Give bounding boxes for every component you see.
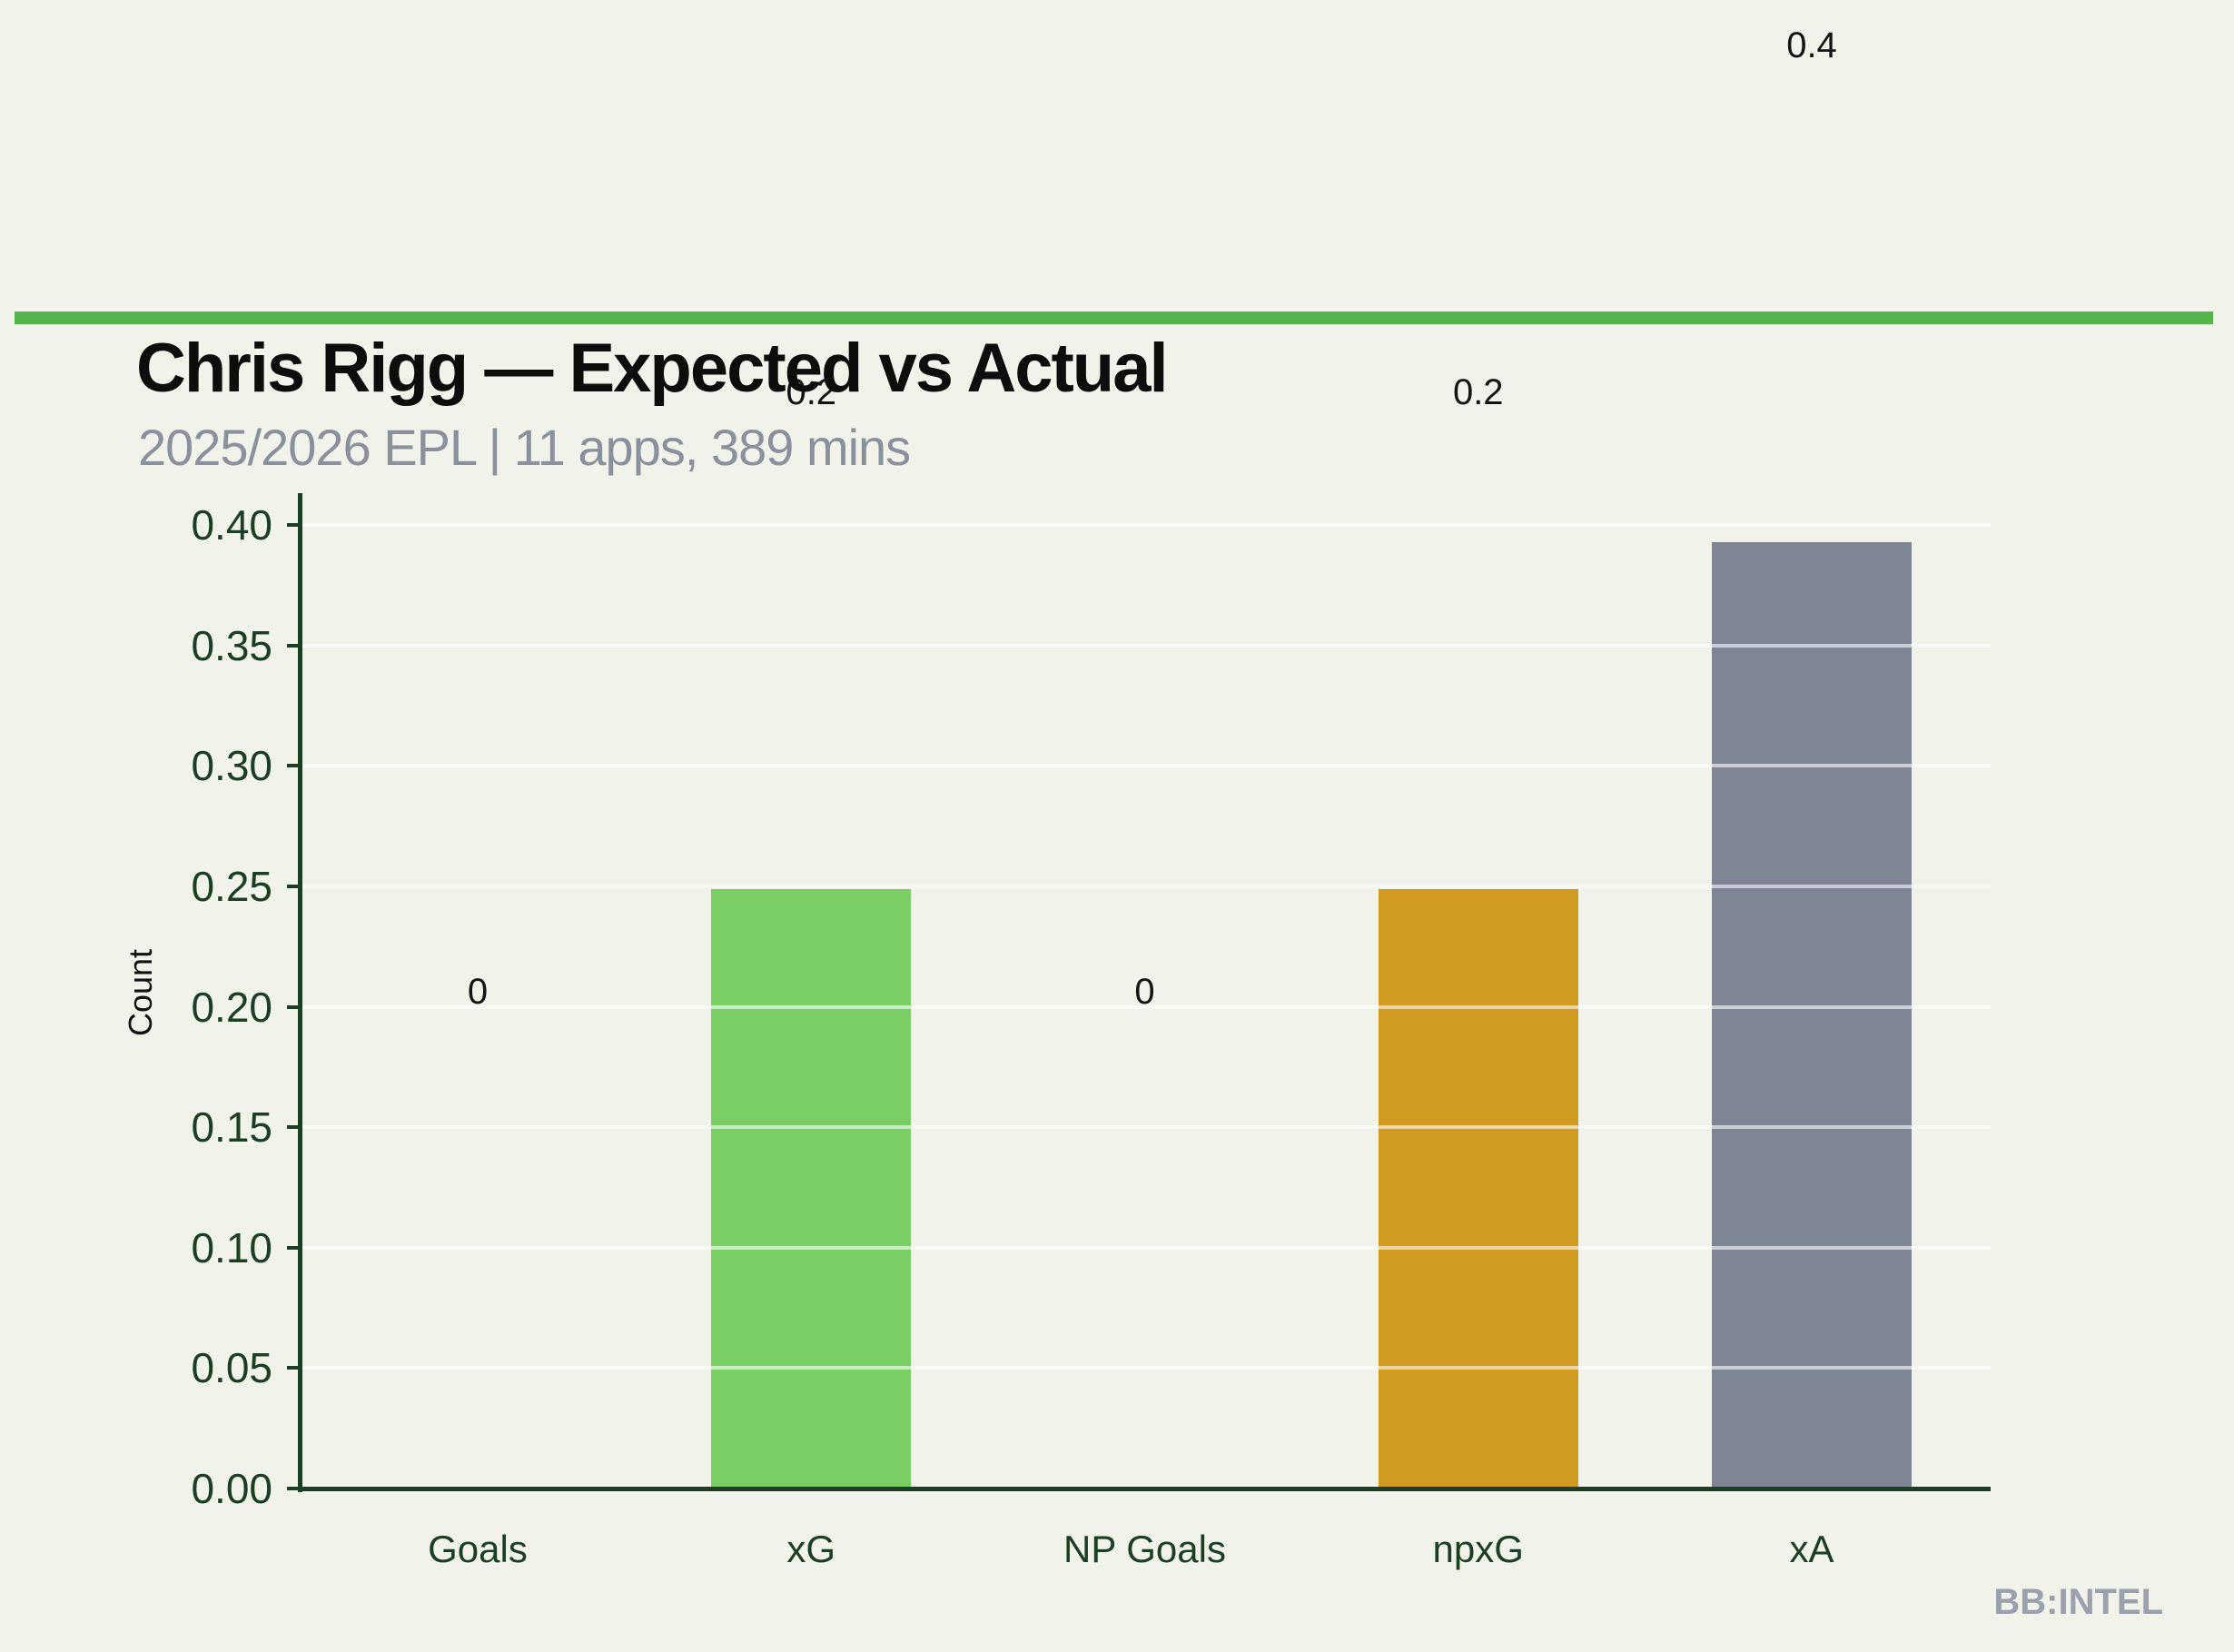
chart-title: Chris Rigg — Expected vs Actual: [136, 330, 1169, 407]
y-tick-mark: [287, 643, 300, 648]
y-tick-mark: [287, 1004, 300, 1009]
x-axis-spine: [298, 1487, 1991, 1491]
y-tick-label: 0.40: [191, 501, 272, 549]
y-tick-mark: [287, 1245, 300, 1250]
bar-xg: [711, 888, 912, 1489]
y-axis-label: Count: [122, 948, 159, 1037]
y-tick-label: 0.25: [191, 862, 272, 910]
y-tick-label: 0.15: [191, 1103, 272, 1152]
chart-subtitle: 2025/2026 EPL | 11 apps, 389 mins: [138, 419, 911, 476]
gridline-0.15: [300, 1125, 1991, 1130]
y-tick-mark: [287, 764, 300, 768]
value-label-np-goals: 0: [1134, 972, 1155, 1012]
gridline-0.25: [300, 884, 1991, 888]
y-tick-label: 0.10: [191, 1223, 272, 1271]
y-axis-spine: [298, 493, 302, 1492]
gridline-0.35: [300, 643, 1991, 648]
value-label-xg: 0.2: [786, 371, 837, 412]
value-label-xa: 0.4: [1786, 25, 1837, 65]
y-tick-label: 0.20: [191, 983, 272, 1031]
gridline-0.40: [300, 523, 1991, 527]
y-tick-mark: [287, 1366, 300, 1370]
y-tick-label: 0.35: [191, 621, 272, 669]
brand-watermark: BB:INTEL: [1993, 1582, 2163, 1622]
value-label-goals: 0: [467, 972, 489, 1012]
x-tick-label-np-goals: NP Goals: [1063, 1528, 1226, 1570]
bar-npxg: [1378, 888, 1578, 1489]
y-tick-mark: [287, 523, 300, 527]
y-tick-label: 0.30: [191, 742, 272, 790]
y-tick-mark: [287, 1487, 300, 1490]
x-tick-label-xg: xG: [786, 1528, 836, 1570]
gridline-0.30: [300, 764, 1991, 768]
y-tick-label: 0.00: [191, 1465, 272, 1512]
gridline-0.20: [300, 1004, 1991, 1009]
y-tick-mark: [287, 1125, 300, 1130]
gridline-0.10: [300, 1245, 1991, 1250]
gridline-0.05: [300, 1366, 1991, 1370]
value-label-npxg: 0.2: [1452, 371, 1504, 412]
x-tick-label-xa: xA: [1789, 1528, 1834, 1570]
x-tick-label-goals: Goals: [428, 1528, 528, 1570]
y-tick-mark: [287, 884, 300, 888]
x-tick-label-npxg: npxG: [1432, 1528, 1524, 1570]
y-tick-label: 0.05: [191, 1344, 272, 1392]
top-accent-divider: [15, 312, 2213, 324]
bar-xa: [1712, 541, 1912, 1489]
